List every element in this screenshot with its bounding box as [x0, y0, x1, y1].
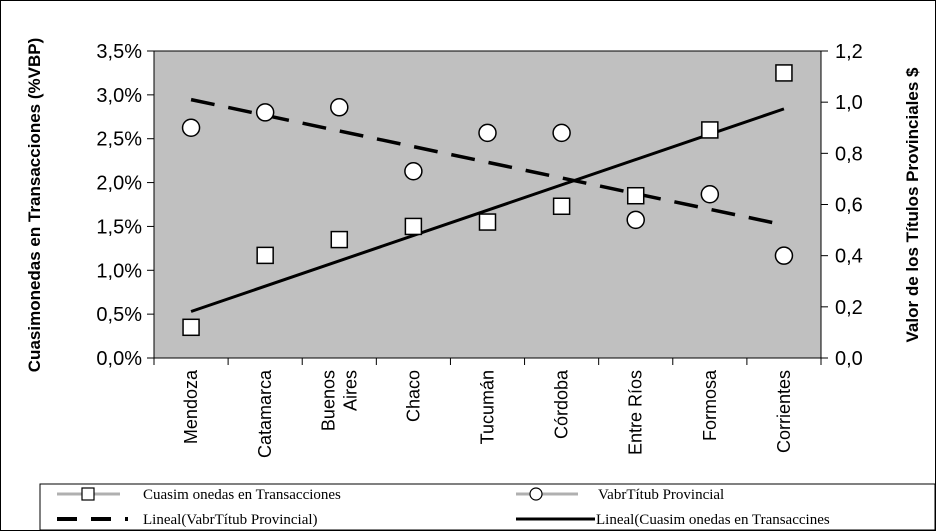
category-label: Aires: [340, 370, 360, 411]
legend-trend-titulos-label: Lineal(VabrTítub Provincial): [143, 512, 318, 528]
right-tick-label: 1,2: [835, 41, 863, 63]
titulos-point: [181, 118, 201, 137]
plot-area: [153, 50, 822, 359]
trendline-titulos: [190, 97, 785, 227]
legend-trend-cuasimonedas-label: Lineal(Cuasim onedas en Transaccines: [596, 512, 830, 528]
titulos-point: [255, 103, 275, 122]
left-tick-label: 3,0%: [96, 85, 142, 107]
titulos-point: [626, 210, 645, 230]
right-tick-label: 0,4: [835, 246, 863, 268]
left-axis-title: Cuasimonedas en Transacciones (%VBP): [25, 38, 44, 372]
cuasimonedas-point: [552, 197, 571, 216]
cuasimonedas-point: [404, 217, 423, 236]
right-tick-label: 1,0: [835, 92, 863, 114]
category-label: Entre Ríos: [626, 370, 646, 455]
right-tick-label: 0,0: [835, 348, 863, 370]
titulos-point: [404, 161, 423, 181]
cuasimonedas-point: [256, 246, 274, 265]
left-tick-label: 1,5%: [96, 216, 142, 238]
cuasimonedas-point: [775, 64, 793, 82]
legend-titulos-marker: [529, 487, 543, 501]
legend-titulos-label: VabrTítub Provincial: [598, 487, 724, 503]
cuasimonedas-point: [330, 230, 349, 249]
legend: Cuasim onedas en Transacciones VabrTítub…: [39, 483, 936, 531]
titulos-point: [700, 185, 720, 204]
left-tick-label: 1,0%: [96, 260, 142, 282]
left-tick-label: 2,0%: [96, 173, 142, 195]
category-label: Mendoza: [181, 369, 201, 444]
right-tick-label: 0,6: [835, 195, 863, 217]
titulos-point: [774, 246, 794, 265]
category-label: Buenos: [318, 370, 338, 431]
left-tick-label: 0,5%: [96, 304, 142, 326]
category-label: Tucumán: [478, 370, 498, 444]
right-tick-label: 0,8: [835, 143, 863, 165]
legend-cuasimonedas-label: Cuasim onedas en Transacciones: [143, 487, 341, 503]
titulos-point: [478, 123, 497, 143]
titulos-point: [330, 98, 349, 117]
cuasimonedas-point: [701, 121, 719, 139]
cuasimonedas-point: [626, 186, 645, 205]
left-tick-label: 0,0%: [96, 348, 142, 370]
category-label: Corrientes: [774, 370, 794, 453]
category-label: Chaco: [403, 370, 423, 422]
right-axis-title: Valor de los Títulos Provinciales $: [903, 67, 922, 342]
cuasimonedas-point: [182, 318, 200, 337]
titulos-point: [552, 123, 571, 143]
category-label: Córdoba: [552, 369, 572, 439]
cuasimonedas-point: [478, 213, 497, 231]
category-label: Formosa: [700, 369, 720, 441]
legend-cuasimonedas-marker: [81, 487, 95, 501]
category-label: Catamarca: [255, 369, 275, 458]
legend-box: [39, 483, 936, 531]
left-tick-label: 2,5%: [96, 129, 142, 151]
trendline-cuasimonedas: [190, 107, 785, 313]
right-tick-label: 0,2: [835, 297, 863, 319]
left-tick-label: 3,5%: [96, 41, 142, 63]
